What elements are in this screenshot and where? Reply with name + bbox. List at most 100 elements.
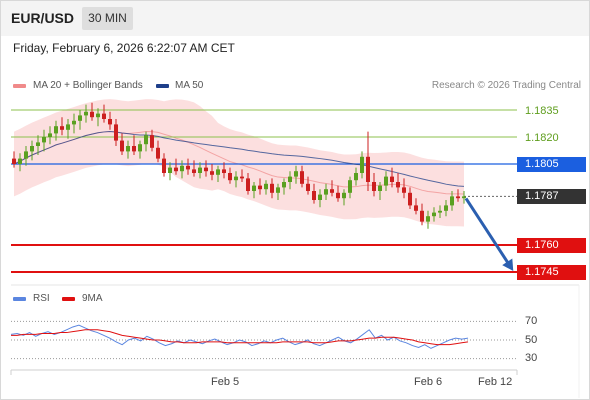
candle-body bbox=[456, 196, 460, 199]
candle-body bbox=[126, 146, 130, 152]
x-axis bbox=[10, 285, 580, 398]
candle bbox=[192, 160, 196, 177]
candle bbox=[174, 158, 178, 175]
candle-body bbox=[384, 176, 388, 186]
candle-body bbox=[132, 146, 136, 152]
candle bbox=[246, 173, 250, 195]
candle bbox=[156, 140, 160, 163]
level-label-1835: 1.1835 bbox=[525, 105, 559, 117]
candle bbox=[330, 180, 334, 197]
candle-body bbox=[378, 185, 382, 191]
candle-body bbox=[150, 135, 154, 148]
candle bbox=[162, 153, 166, 177]
candle-body bbox=[66, 124, 70, 130]
candle bbox=[60, 117, 64, 136]
candle-body bbox=[252, 185, 256, 191]
candle bbox=[24, 146, 28, 166]
candle-body bbox=[228, 173, 232, 181]
candle-body bbox=[444, 205, 448, 211]
candle-body bbox=[90, 111, 94, 118]
candle bbox=[300, 165, 304, 188]
candle-body bbox=[180, 165, 184, 172]
candle bbox=[138, 140, 142, 159]
candle bbox=[216, 165, 220, 182]
candle bbox=[12, 151, 16, 168]
candle-body bbox=[60, 126, 64, 130]
legend-rsi: RSI bbox=[33, 293, 50, 304]
candle bbox=[306, 176, 310, 195]
candle bbox=[456, 189, 460, 202]
candle-body bbox=[408, 192, 412, 206]
candle bbox=[36, 135, 40, 155]
candle-body bbox=[420, 210, 424, 222]
timeframe-button[interactable]: 30 MIN bbox=[82, 7, 133, 30]
instrument-title: EUR/USD bbox=[11, 10, 75, 26]
candle bbox=[342, 189, 346, 206]
candle-body bbox=[42, 137, 46, 143]
candle-body bbox=[348, 180, 352, 193]
legend-ma9: 9MA bbox=[82, 293, 103, 304]
candle-body bbox=[450, 196, 454, 206]
candle-body bbox=[426, 216, 430, 222]
candle-body bbox=[162, 158, 166, 173]
xaxis-label-feb12: Feb 12 bbox=[478, 376, 513, 388]
candle-body bbox=[294, 171, 298, 177]
candle-body bbox=[198, 167, 202, 173]
candle-body bbox=[354, 173, 358, 181]
candle bbox=[414, 198, 418, 215]
legend-ma50: MA 50 bbox=[175, 80, 204, 91]
candle-body bbox=[204, 167, 208, 172]
bollinger-fill bbox=[14, 99, 464, 227]
ma50-swatch bbox=[156, 84, 169, 88]
candle bbox=[258, 178, 262, 195]
candle bbox=[72, 113, 76, 134]
candle-body bbox=[306, 183, 310, 191]
candle bbox=[168, 162, 172, 181]
candle-body bbox=[12, 158, 16, 164]
candle bbox=[420, 203, 424, 226]
candle bbox=[180, 160, 184, 179]
xaxis-label-feb6: Feb 6 bbox=[414, 376, 443, 388]
candle bbox=[126, 140, 130, 159]
rsi-swatch bbox=[13, 297, 26, 301]
candle-body bbox=[414, 205, 418, 211]
candle bbox=[204, 160, 208, 177]
candle-body bbox=[186, 165, 190, 170]
candle bbox=[84, 104, 88, 123]
candles bbox=[12, 102, 466, 229]
candle-body bbox=[210, 171, 214, 175]
rsi-level-50: 50 bbox=[525, 334, 538, 346]
candle bbox=[402, 178, 406, 199]
level-label-1745: 1.1745 bbox=[517, 265, 586, 280]
candle bbox=[432, 207, 436, 222]
candle-body bbox=[240, 176, 244, 179]
candle bbox=[360, 151, 364, 179]
candle-body bbox=[222, 169, 226, 173]
candle bbox=[102, 104, 106, 123]
candle bbox=[198, 162, 202, 179]
level-label-1820: 1.1820 bbox=[525, 132, 559, 144]
candle bbox=[354, 167, 358, 186]
candle bbox=[384, 171, 388, 191]
candle-body bbox=[120, 140, 124, 152]
candle-body bbox=[390, 176, 394, 182]
candle-body bbox=[102, 113, 106, 119]
candle bbox=[408, 187, 412, 209]
candle-body bbox=[48, 133, 52, 137]
candle bbox=[234, 171, 238, 188]
candle bbox=[222, 162, 226, 179]
candle bbox=[378, 182, 382, 200]
candle bbox=[228, 167, 232, 184]
rsi-line bbox=[10, 324, 469, 349]
candle bbox=[366, 131, 370, 191]
candle-body bbox=[96, 113, 100, 118]
candle-body bbox=[288, 176, 292, 182]
candle bbox=[48, 126, 52, 145]
candle-body bbox=[372, 182, 376, 191]
candle-body bbox=[462, 196, 466, 199]
candle bbox=[150, 129, 154, 152]
candle bbox=[54, 120, 58, 141]
candle-body bbox=[312, 191, 316, 200]
candle bbox=[450, 191, 454, 211]
